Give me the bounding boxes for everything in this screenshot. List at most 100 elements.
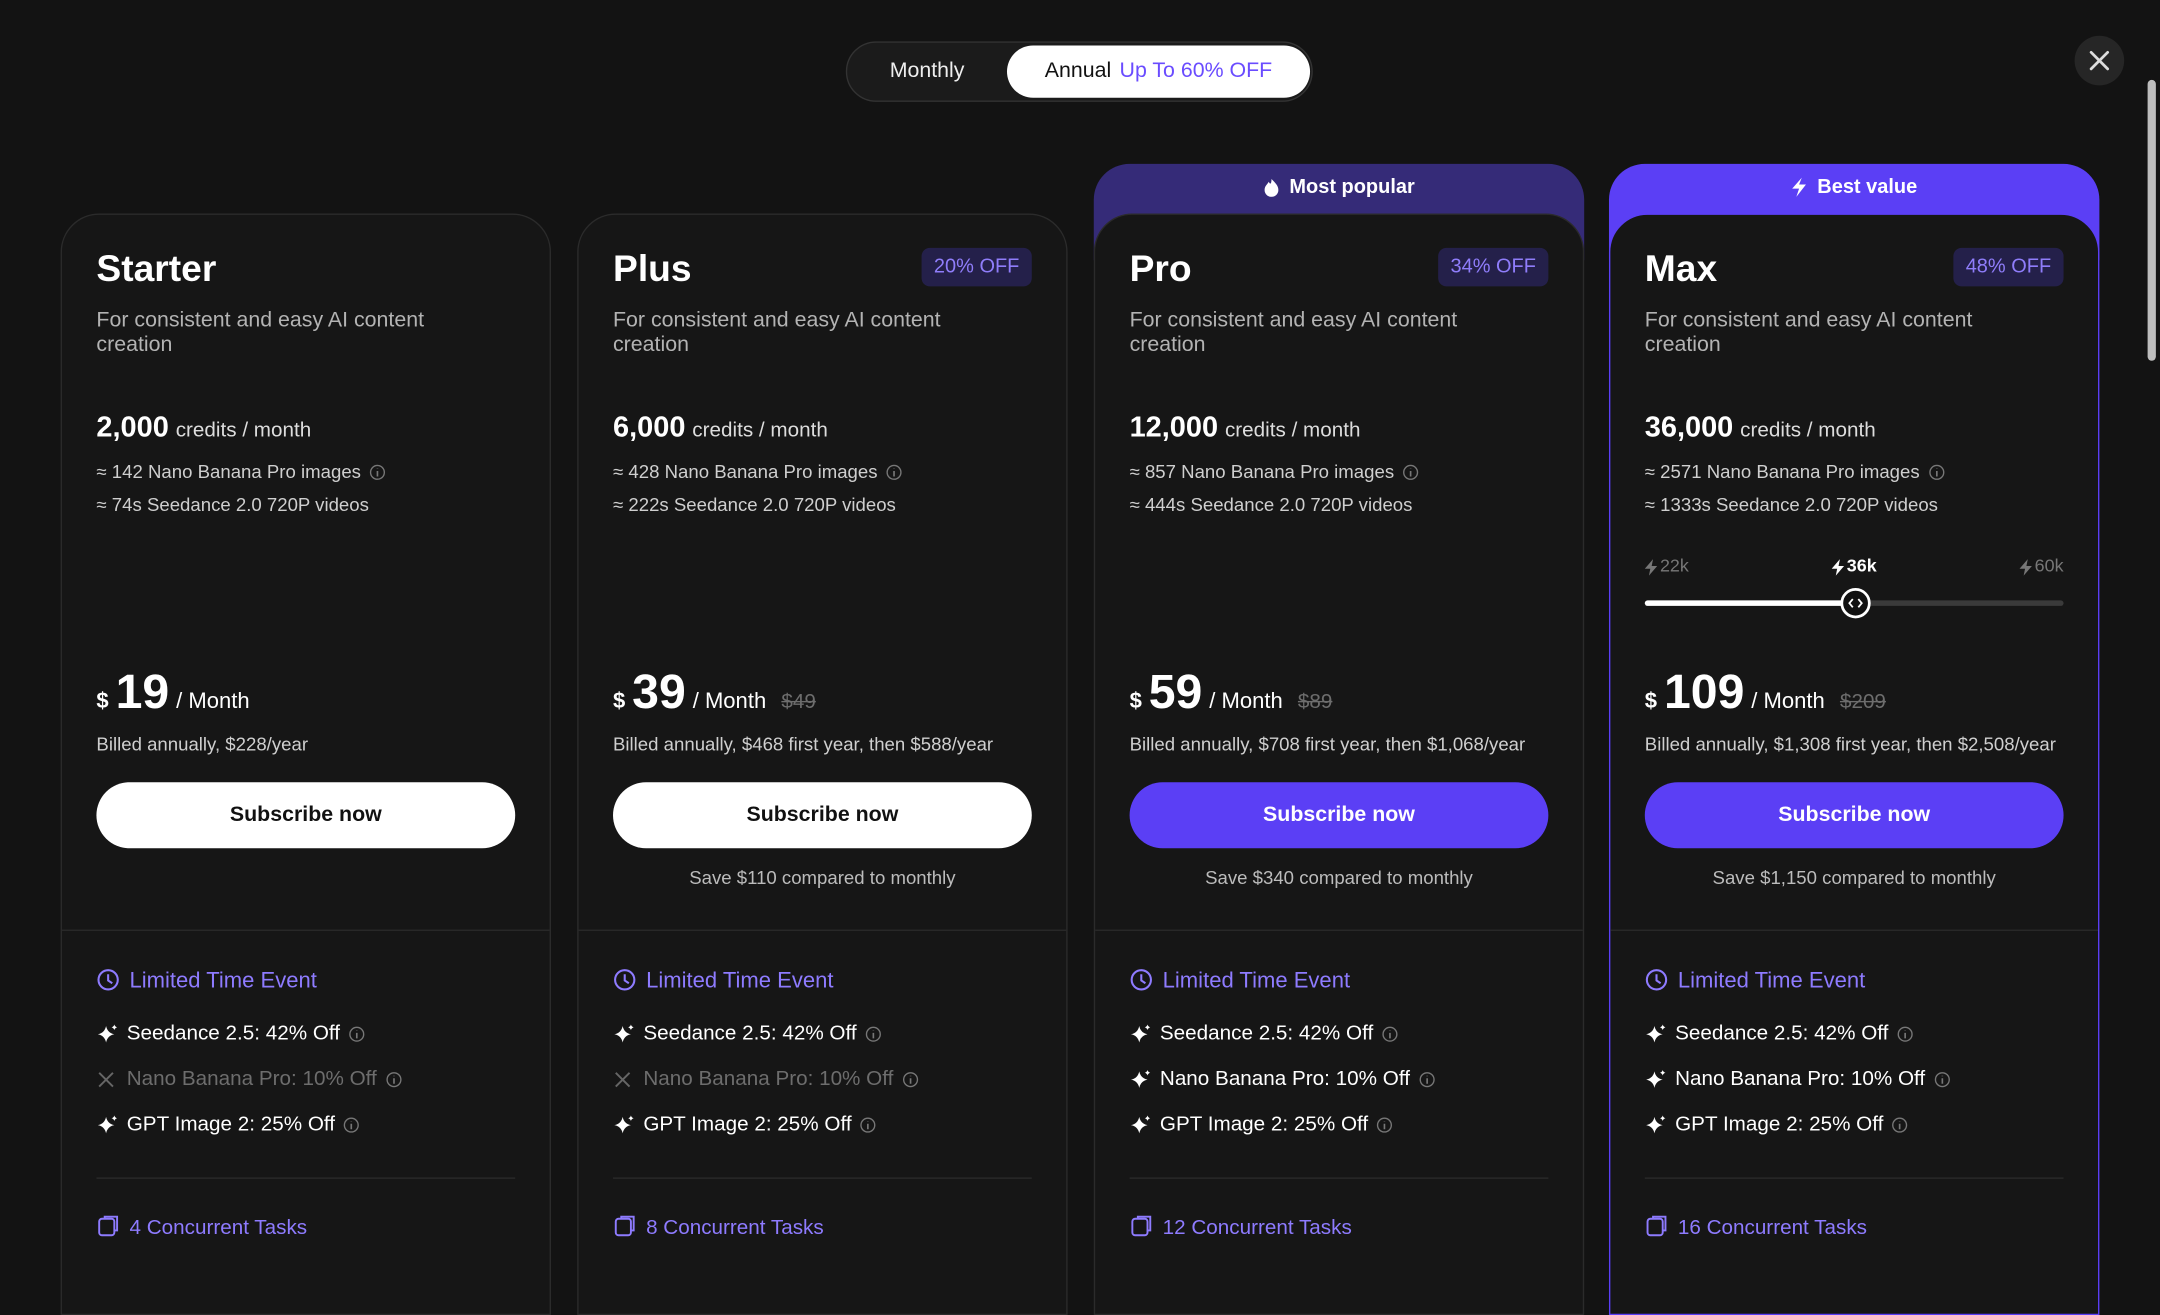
subscribe-button[interactable]: Subscribe now [96, 782, 516, 849]
info-icon-svg [902, 1072, 918, 1088]
clock-icon [1645, 968, 1668, 1002]
perk: Seedance 2.5: 42% Off [613, 1018, 891, 1055]
perk-text: Nano Banana Pro: 10% Off [1675, 1067, 1926, 1091]
clock-icon [96, 968, 119, 1002]
clock-icon [1130, 968, 1153, 1002]
info-icon-svg [860, 1117, 876, 1133]
credits-amount: 6,000 [613, 411, 686, 444]
concurrent-tasks: 4 Concurrent Tasks [96, 1212, 307, 1249]
bolt-icon [1644, 559, 1658, 580]
concurrent-tasks: 8 Concurrent Tasks [613, 1212, 824, 1249]
info-icon-svg [348, 1026, 365, 1042]
info-icon [860, 1111, 877, 1144]
annual-option[interactable]: Annual Up To 60% OFF [1006, 45, 1311, 98]
currency: $ [96, 689, 109, 714]
info-icon [1402, 461, 1419, 489]
divider [578, 929, 1067, 931]
price: $59/ Month $89 [1130, 662, 1333, 732]
images-estimate: ≈ 857 Nano Banana Pro images [1130, 459, 1429, 489]
perk: Nano Banana Pro: 10% Off [1130, 1063, 1445, 1100]
sparkle-icon [96, 1022, 118, 1055]
info-icon [1928, 461, 1945, 489]
perk-text: Seedance 2.5: 42% Off [643, 1021, 857, 1046]
sparkle-icon [1645, 1113, 1666, 1146]
info-icon [1933, 1066, 1950, 1099]
perk-text: Seedance 2.5: 42% Off [126, 1021, 341, 1046]
original-price: $89 [1297, 689, 1333, 714]
ribbon-label: Best value [1817, 176, 1918, 199]
event-title: Limited Time Event [96, 965, 317, 1002]
savings-note: Save $1,150 compared to monthly [1712, 867, 1996, 889]
billing-note: Billed annually, $708 first year, then $… [1129, 733, 1526, 755]
knob-arrows [1848, 598, 1863, 608]
plan-name: Pro [1129, 247, 1192, 290]
images-text: ≈ 2571 Nano Banana Pro images [1644, 461, 1920, 482]
clock-icon-svg [1130, 969, 1152, 991]
concurrent-label: 4 Concurrent Tasks [129, 1215, 308, 1240]
info-icon [1418, 1066, 1435, 1099]
slider-tick: 36k [1831, 554, 1877, 580]
sparkle-icon-svg [1130, 1024, 1151, 1043]
billing-toggle: Monthly Annual Up To 60% OFF [845, 41, 1313, 102]
info-icon [1376, 1111, 1393, 1144]
videos-estimate: ≈ 74s Seedance 2.0 720P videos [96, 494, 369, 516]
price-amount: 39 [632, 665, 686, 719]
credits-amount: 12,000 [1129, 411, 1219, 444]
tick-label: 36k [1846, 554, 1877, 576]
subscribe-button[interactable]: Subscribe now [1644, 782, 2064, 849]
tasks-icon [613, 1215, 636, 1249]
info-icon-svg [1377, 1117, 1393, 1133]
images-estimate: ≈ 2571 Nano Banana Pro images [1645, 459, 1954, 489]
plan-description: For consistent and easy AI content creat… [1644, 308, 1973, 357]
credits-unit: credits / month [1224, 418, 1361, 443]
videos-estimate: ≈ 222s Seedance 2.0 720P videos [613, 494, 896, 516]
discount-badge: 20% OFF [921, 247, 1032, 287]
info-icon-svg [343, 1117, 360, 1133]
sparkle-icon-svg [1646, 1024, 1666, 1043]
divider [1129, 1177, 1549, 1179]
monthly-option[interactable]: Monthly [889, 59, 965, 83]
credits-unit: credits / month [175, 418, 312, 443]
sparkle-icon-svg [614, 1024, 634, 1043]
divider [1610, 929, 2099, 931]
images-text: ≈ 428 Nano Banana Pro images [613, 461, 878, 482]
subscribe-button[interactable]: Subscribe now [1129, 782, 1549, 849]
subscribe-button[interactable]: Subscribe now [613, 782, 1032, 849]
perk: GPT Image 2: 25% Off [96, 1109, 369, 1146]
credits-unit: credits / month [692, 418, 828, 443]
price-period: / Month [176, 689, 250, 714]
bolt-icon [2019, 559, 2032, 580]
ribbon-icon-svg [1792, 177, 1807, 197]
tasks-icon [1645, 1215, 1668, 1249]
credits: 2,000 credits / month [96, 408, 311, 452]
bolt-icon-svg [1831, 559, 1845, 576]
tasks-icon [96, 1215, 119, 1249]
slider-knob[interactable] [1840, 588, 1871, 619]
perk: Seedance 2.5: 42% Off [1645, 1018, 1923, 1055]
perk-text: GPT Image 2: 25% Off [1159, 1112, 1369, 1137]
sparkle-icon [1130, 1113, 1151, 1146]
perk-text: Seedance 2.5: 42% Off [1159, 1021, 1374, 1046]
perk: GPT Image 2: 25% Off [1130, 1109, 1403, 1146]
info-icon-svg [1928, 464, 1944, 480]
sparkle-icon [613, 1113, 634, 1146]
info-icon [369, 461, 386, 489]
savings-note: Save $340 compared to monthly [1205, 867, 1473, 889]
info-icon [1892, 1111, 1909, 1144]
perk: Nano Banana Pro: 10% Off [1645, 1063, 1960, 1100]
currency: $ [613, 689, 626, 714]
cross-icon [96, 1067, 117, 1100]
plan-description: For consistent and easy AI content creat… [1129, 308, 1458, 357]
sparkle-icon [1645, 1067, 1666, 1100]
ribbon-label: Most popular [1289, 176, 1415, 199]
plan-card: Plus 20% OFF For consistent and easy AI co… [577, 213, 1068, 1315]
videos-estimate: ≈ 1333s Seedance 2.0 720P videos [1644, 494, 1938, 516]
concurrent-label: 16 Concurrent Tasks [1677, 1215, 1867, 1240]
tick-label: 22k [1659, 554, 1689, 576]
info-icon-svg [369, 464, 386, 480]
discount-badge: 34% OFF [1438, 247, 1549, 287]
perk: GPT Image 2: 25% Off [1645, 1109, 1918, 1146]
close-button[interactable] [2074, 35, 2125, 86]
info-icon [1381, 1020, 1398, 1053]
info-icon [1897, 1020, 1914, 1053]
